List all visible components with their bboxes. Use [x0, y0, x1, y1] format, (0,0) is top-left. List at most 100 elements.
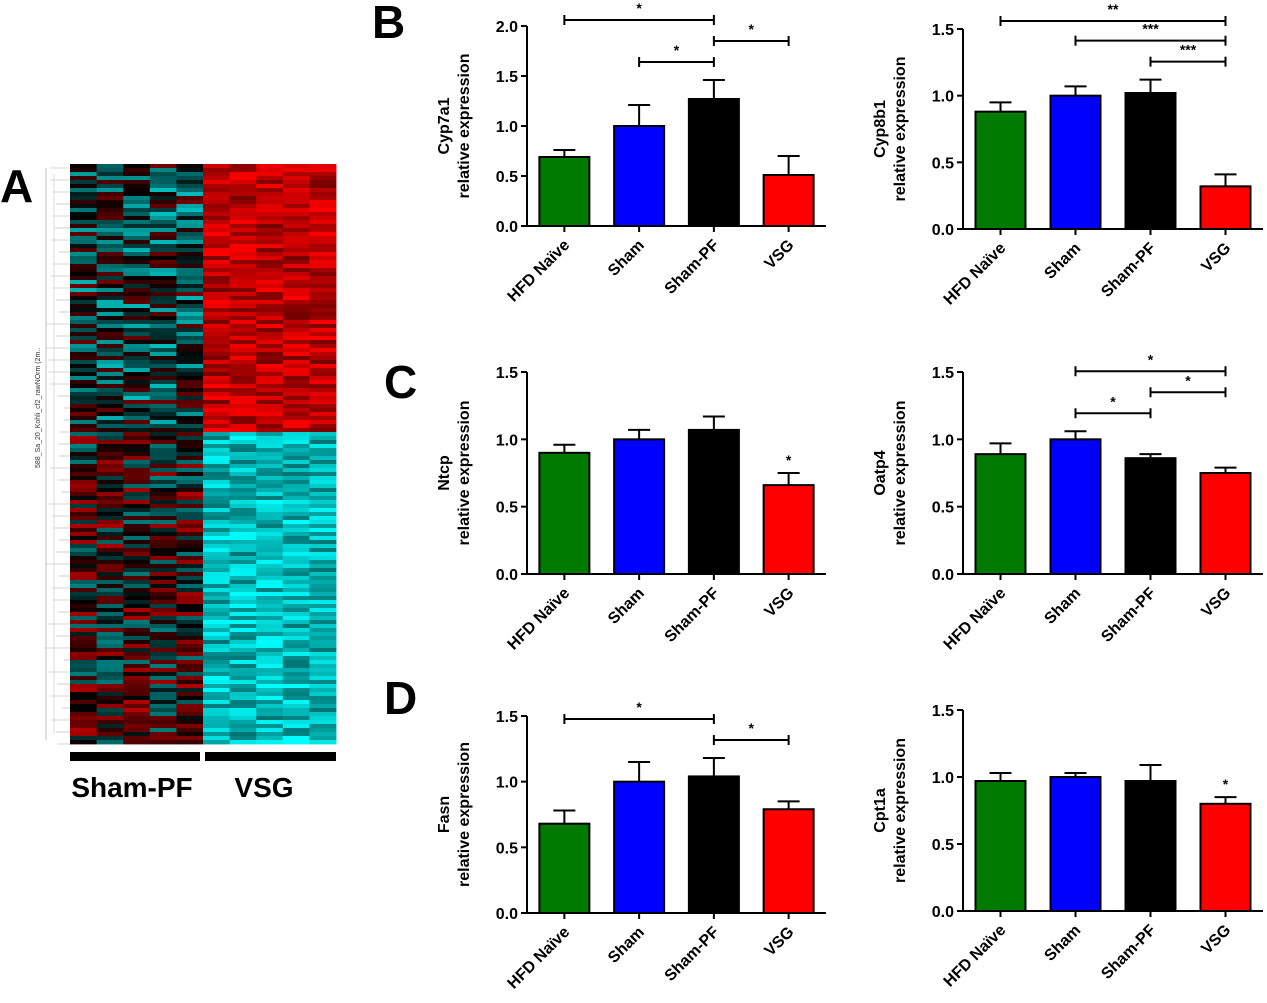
heatmap-cell [176, 312, 204, 317]
heatmap-cell [123, 356, 151, 361]
heatmap-cell [309, 348, 337, 353]
category-label: HFD Naïve [941, 585, 1010, 654]
heatmap-cell [203, 664, 230, 669]
heatmap-cell [149, 216, 177, 221]
heatmap-cell [149, 420, 177, 425]
heatmap-cell [123, 476, 151, 481]
heatmap-cell [96, 400, 124, 405]
heatmap-cell [123, 564, 151, 569]
heatmap-cell [256, 416, 284, 421]
heatmap-cell [176, 208, 204, 213]
heatmap-cell [229, 284, 257, 289]
heatmap-cell [309, 256, 337, 261]
y-axis-label: relative expression [456, 54, 473, 199]
heatmap-cell [309, 416, 337, 421]
heatmap-cell [70, 696, 97, 701]
heatmap-cell [229, 440, 257, 445]
heatmap-cell [256, 568, 284, 573]
heatmap-cell [309, 612, 337, 617]
heatmap-cell [309, 424, 337, 429]
heatmap-cell [96, 164, 124, 169]
heatmap-cell [282, 332, 310, 337]
heatmap-cell [149, 264, 177, 269]
heatmap-cell [123, 212, 151, 217]
heatmap-cell [229, 740, 257, 745]
heatmap-cell [149, 316, 177, 321]
heatmap-cell [70, 512, 97, 517]
heatmap-cell [96, 636, 124, 641]
heatmap-cell [70, 212, 97, 217]
heatmap-cell [309, 604, 337, 609]
heatmap-cell [282, 516, 310, 521]
heatmap-cell [70, 172, 97, 177]
heatmap-cell [149, 356, 177, 361]
heatmap-cell [70, 232, 97, 237]
heatmap-cell [282, 484, 310, 489]
heatmap-cell [176, 580, 204, 585]
heatmap-cell [256, 272, 284, 277]
heatmap-cell [256, 300, 284, 305]
heatmap-cell [70, 176, 97, 181]
heatmap-cell [203, 428, 230, 433]
heatmap-cell [70, 444, 97, 449]
heatmap-cell [70, 328, 97, 333]
heatmap-cell [149, 184, 177, 189]
heatmap-cell [309, 540, 337, 545]
heatmap-cell [203, 200, 230, 205]
heatmap-cell [70, 388, 97, 393]
heatmap-cell [309, 172, 337, 177]
bar [1199, 472, 1252, 575]
heatmap-cell [203, 192, 230, 197]
category-label: VSG [762, 237, 798, 273]
heatmap-cell [70, 244, 97, 249]
heatmap-cell [203, 216, 230, 221]
category-label: VSG [762, 585, 798, 621]
heatmap-cell [282, 524, 310, 529]
heatmap-cell [96, 536, 124, 541]
y-tick-label: 0.0 [932, 904, 954, 921]
heatmap-cell [70, 620, 97, 625]
heatmap-cell [309, 732, 337, 737]
heatmap-cell [309, 620, 337, 625]
heatmap-cell [70, 428, 97, 433]
heatmap-cell [309, 272, 337, 277]
heatmap-cell [70, 216, 97, 221]
heatmap-cell [203, 524, 230, 529]
heatmap-cell [123, 660, 151, 665]
heatmap-cell [149, 624, 177, 629]
heatmap-cell [203, 468, 230, 473]
heatmap-cell [203, 284, 230, 289]
heatmap-cell [203, 336, 230, 341]
y-tick-label: 0.5 [496, 169, 518, 186]
heatmap-cell [70, 740, 97, 745]
heatmap-cell [229, 468, 257, 473]
heatmap-cell [282, 620, 310, 625]
heatmap-cell [229, 604, 257, 609]
heatmap-cell [229, 424, 257, 429]
heatmap-cell [203, 292, 230, 297]
y-axis-label: Cpt1a [872, 788, 889, 833]
heatmap-cell [176, 504, 204, 509]
heatmap-cell [70, 484, 97, 489]
heatmap-cell [149, 740, 177, 745]
heatmap-cell [149, 344, 177, 349]
heatmap-cell [123, 580, 151, 585]
heatmap-cell [149, 500, 177, 505]
heatmap-cell [282, 192, 310, 197]
bar [538, 822, 591, 915]
heatmap-cell [256, 232, 284, 237]
heatmap-cell [149, 436, 177, 441]
heatmap-cell [256, 248, 284, 253]
heatmap-cell [229, 392, 257, 397]
heatmap-cell [176, 560, 204, 565]
heatmap-cell [123, 196, 151, 201]
heatmap-cell [229, 196, 257, 201]
heatmap-cell [96, 220, 124, 225]
heatmap-cell [96, 484, 124, 489]
heatmap-cell [149, 200, 177, 205]
heatmap-cell [149, 660, 177, 665]
heatmap-cell [176, 720, 204, 725]
heatmap-cell [96, 684, 124, 689]
